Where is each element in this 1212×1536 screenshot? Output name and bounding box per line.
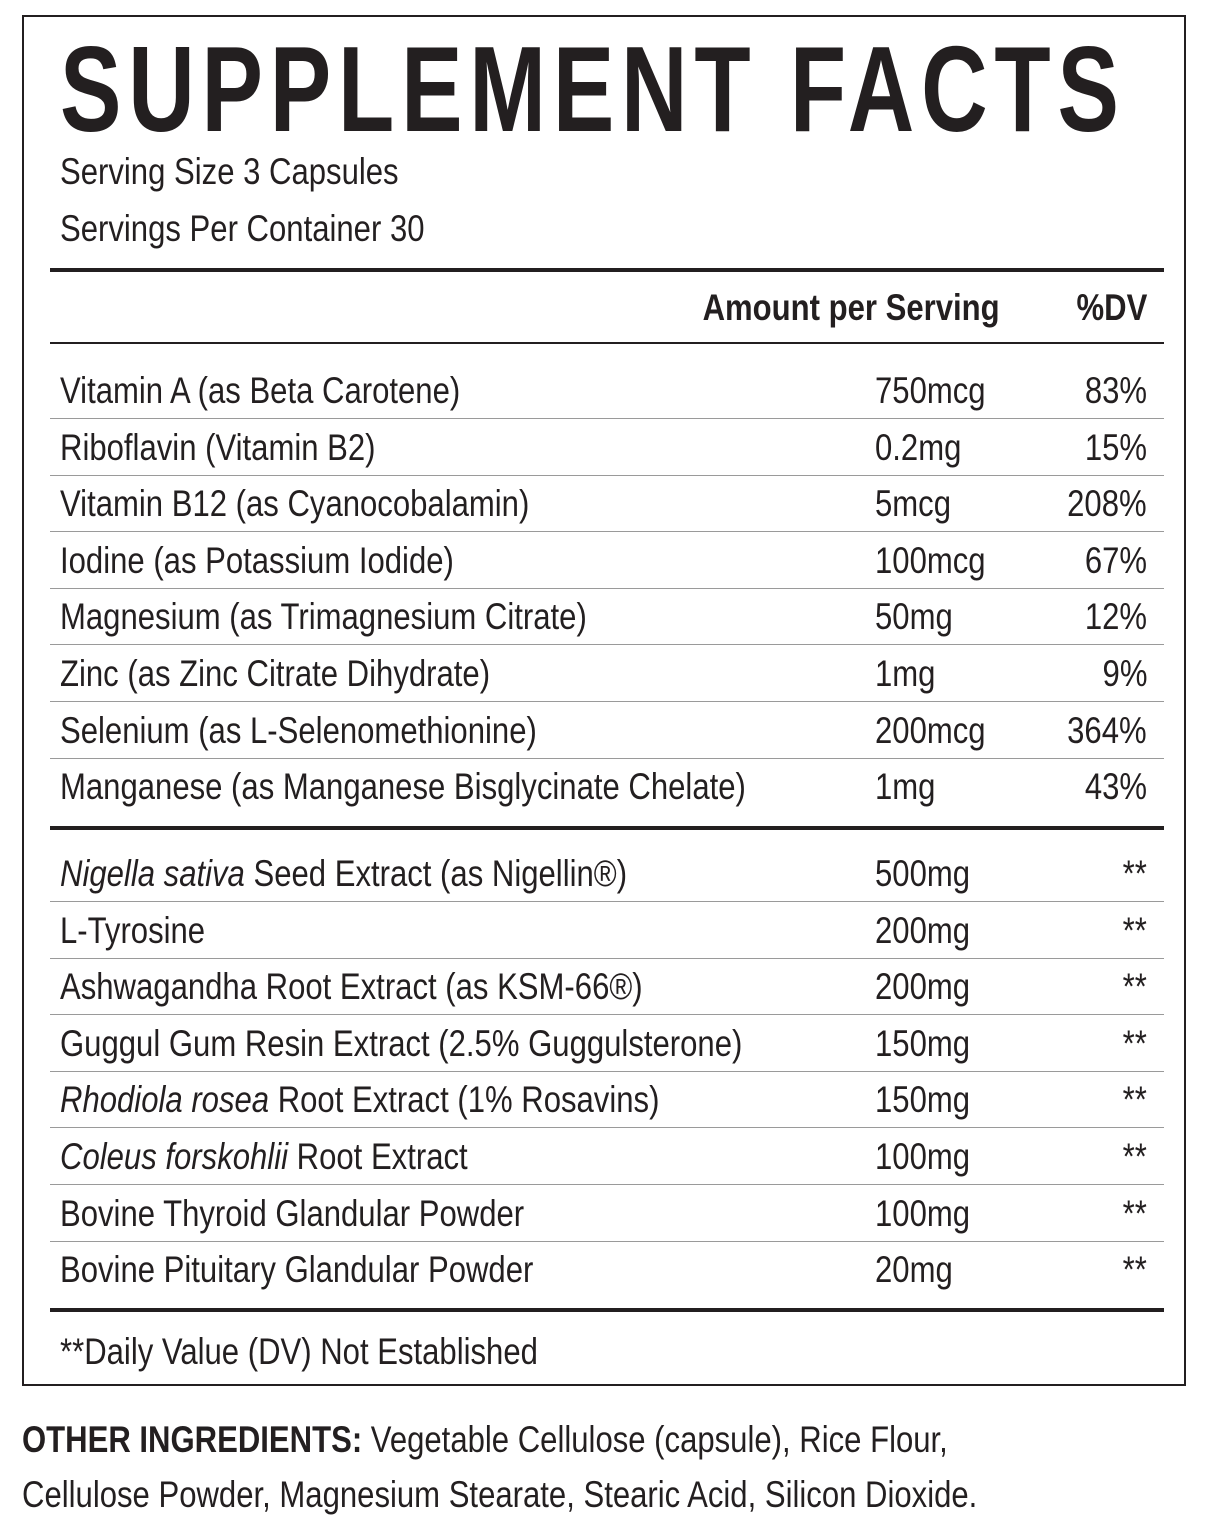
amount: 1mg: [875, 653, 936, 694]
amount: 1mg: [875, 766, 936, 808]
daily-value: **: [1122, 1249, 1147, 1291]
daily-value: 67%: [1084, 539, 1147, 581]
ingredient-name: Rhodiola rosea Root Extract (1% Rosavins…: [60, 1079, 660, 1121]
ingredient-name: Zinc (as Zinc Citrate Dihydrate): [60, 653, 491, 694]
ingredient-name: Selenium (as L-Selenomethionine): [60, 709, 537, 751]
row-divider: [50, 587, 1164, 589]
amount: 200mg: [875, 966, 971, 1008]
daily-value: **: [1122, 1079, 1147, 1121]
amount: 0.2mg: [875, 426, 962, 468]
ingredient-name: Guggul Gum Resin Extract (2.5% Guggulste…: [60, 1022, 743, 1064]
ingredient-name: Bovine Thyroid Glandular Powder: [60, 1192, 525, 1234]
ingredient-name: L-Tyrosine: [60, 909, 206, 951]
table-row: Vitamin B12 (as Cyanocobalamin) 5mcg 208%: [50, 476, 1164, 533]
ingredient-name: Iodine (as Potassium Iodide): [60, 539, 454, 581]
other-ingredients-line2: Cellulose Powder, Magnesium Stearate, St…: [22, 1474, 978, 1515]
footnote: **Daily Value (DV) Not Established: [60, 1331, 538, 1372]
daily-value: **: [1122, 1022, 1147, 1064]
daily-value: 43%: [1084, 766, 1147, 808]
row-divider: [50, 1127, 1164, 1129]
table-row: Vitamin A (as Beta Carotene) 750mcg 83%: [50, 363, 1164, 419]
ingredient-name: Nigella sativa Seed Extract (as Nigellin…: [60, 853, 628, 894]
other-ingredients-label: OTHER INGREDIENTS:: [22, 1419, 363, 1460]
row-divider: [50, 418, 1164, 419]
daily-value: **: [1122, 909, 1147, 951]
table-row: Magnesium (as Trimagnesium Citrate) 50mg 1…: [50, 589, 1164, 646]
daily-value: **: [1122, 853, 1147, 894]
amount-header: Amount per Serving: [702, 287, 1000, 328]
servings-per-container: Servings Per Container 30: [60, 208, 425, 249]
table-row: Rhodiola rosea Root Extract (1% Rosavins…: [50, 1072, 1164, 1129]
ingredient-name: Riboflavin (Vitamin B2): [60, 426, 376, 468]
row-divider: [50, 474, 1164, 476]
row-divider: [50, 901, 1164, 902]
serving-size: Serving Size 3 Capsules: [60, 151, 399, 192]
daily-value: 9%: [1102, 653, 1147, 694]
ingredient-name: Magnesium (as Trimagnesium Citrate): [60, 596, 587, 638]
supplement-facts-panel: [22, 15, 1186, 1386]
table-row: Selenium (as L-Selenomethionine) 200mcg 36…: [50, 703, 1164, 759]
divider-thick: [50, 826, 1164, 830]
row-divider: [50, 757, 1164, 759]
table-row: Riboflavin (Vitamin B2) 0.2mg 15%: [50, 420, 1164, 476]
table-row: Nigella sativa Seed Extract (as Nigellin…: [50, 846, 1164, 902]
daily-value: 12%: [1084, 596, 1147, 638]
amount: 150mg: [875, 1022, 971, 1064]
ingredient-name: Vitamin A (as Beta Carotene): [60, 370, 461, 411]
divider-thick: [50, 268, 1164, 272]
table-row: Zinc (as Zinc Citrate Dihydrate) 1mg 9%: [50, 646, 1164, 702]
ingredient-name: Bovine Pituitary Glandular Powder: [60, 1249, 534, 1291]
amount: 5mcg: [875, 483, 952, 525]
table-row: Coleus forskohlii Root Extract 100mg **: [50, 1129, 1164, 1185]
table-row: Bovine Pituitary Glandular Powder 20mg **: [50, 1242, 1164, 1298]
daily-value: **: [1122, 1192, 1147, 1234]
daily-value: 83%: [1084, 370, 1147, 411]
amount: 500mg: [875, 853, 971, 894]
ingredient-name: Manganese (as Manganese Bisglycinate Che…: [60, 766, 746, 808]
amount: 750mcg: [875, 370, 986, 411]
table-row: Ashwagandha Root Extract (as KSM-66®) 200…: [50, 959, 1164, 1016]
amount: 200mcg: [875, 709, 986, 751]
daily-value: **: [1122, 966, 1147, 1008]
amount: 100mg: [875, 1192, 971, 1234]
table-row: Guggul Gum Resin Extract (2.5% Guggulste…: [50, 1016, 1164, 1072]
ingredient-name: Vitamin B12 (as Cyanocobalamin): [60, 483, 530, 525]
divider-thick: [50, 1308, 1164, 1312]
amount: 20mg: [875, 1249, 953, 1291]
divider: [50, 342, 1164, 344]
daily-value: **: [1122, 1136, 1147, 1177]
amount: 150mg: [875, 1079, 971, 1121]
dv-header: %DV: [1076, 287, 1147, 328]
row-divider: [50, 1184, 1164, 1185]
amount: 100mcg: [875, 539, 986, 581]
ingredient-name: Ashwagandha Root Extract (as KSM-66®): [60, 966, 643, 1008]
table-row: L-Tyrosine 200mg **: [50, 903, 1164, 959]
amount: 50mg: [875, 596, 953, 638]
amount: 100mg: [875, 1136, 971, 1177]
row-divider: [50, 1014, 1164, 1016]
row-divider: [50, 531, 1164, 533]
row-divider: [50, 1070, 1164, 1072]
daily-value: 208%: [1067, 483, 1147, 525]
row-divider: [50, 644, 1164, 646]
table-row: Manganese (as Manganese Bisglycinate Che…: [50, 759, 1164, 815]
amount: 200mg: [875, 909, 971, 951]
table-row: Bovine Thyroid Glandular Powder 100mg **: [50, 1186, 1164, 1242]
row-divider: [50, 957, 1164, 959]
table-row: Iodine (as Potassium Iodide) 100mcg 67%: [50, 533, 1164, 589]
other-ingredients: OTHER INGREDIENTS: Vegetable Cellulose (…: [22, 1419, 948, 1460]
daily-value: 15%: [1084, 426, 1147, 468]
daily-value: 364%: [1067, 709, 1147, 751]
panel-title: SUPPLEMENT FACTS: [60, 21, 1126, 157]
row-divider: [50, 701, 1164, 702]
row-divider: [50, 1240, 1164, 1242]
ingredient-name: Coleus forskohlii Root Extract: [60, 1136, 468, 1177]
